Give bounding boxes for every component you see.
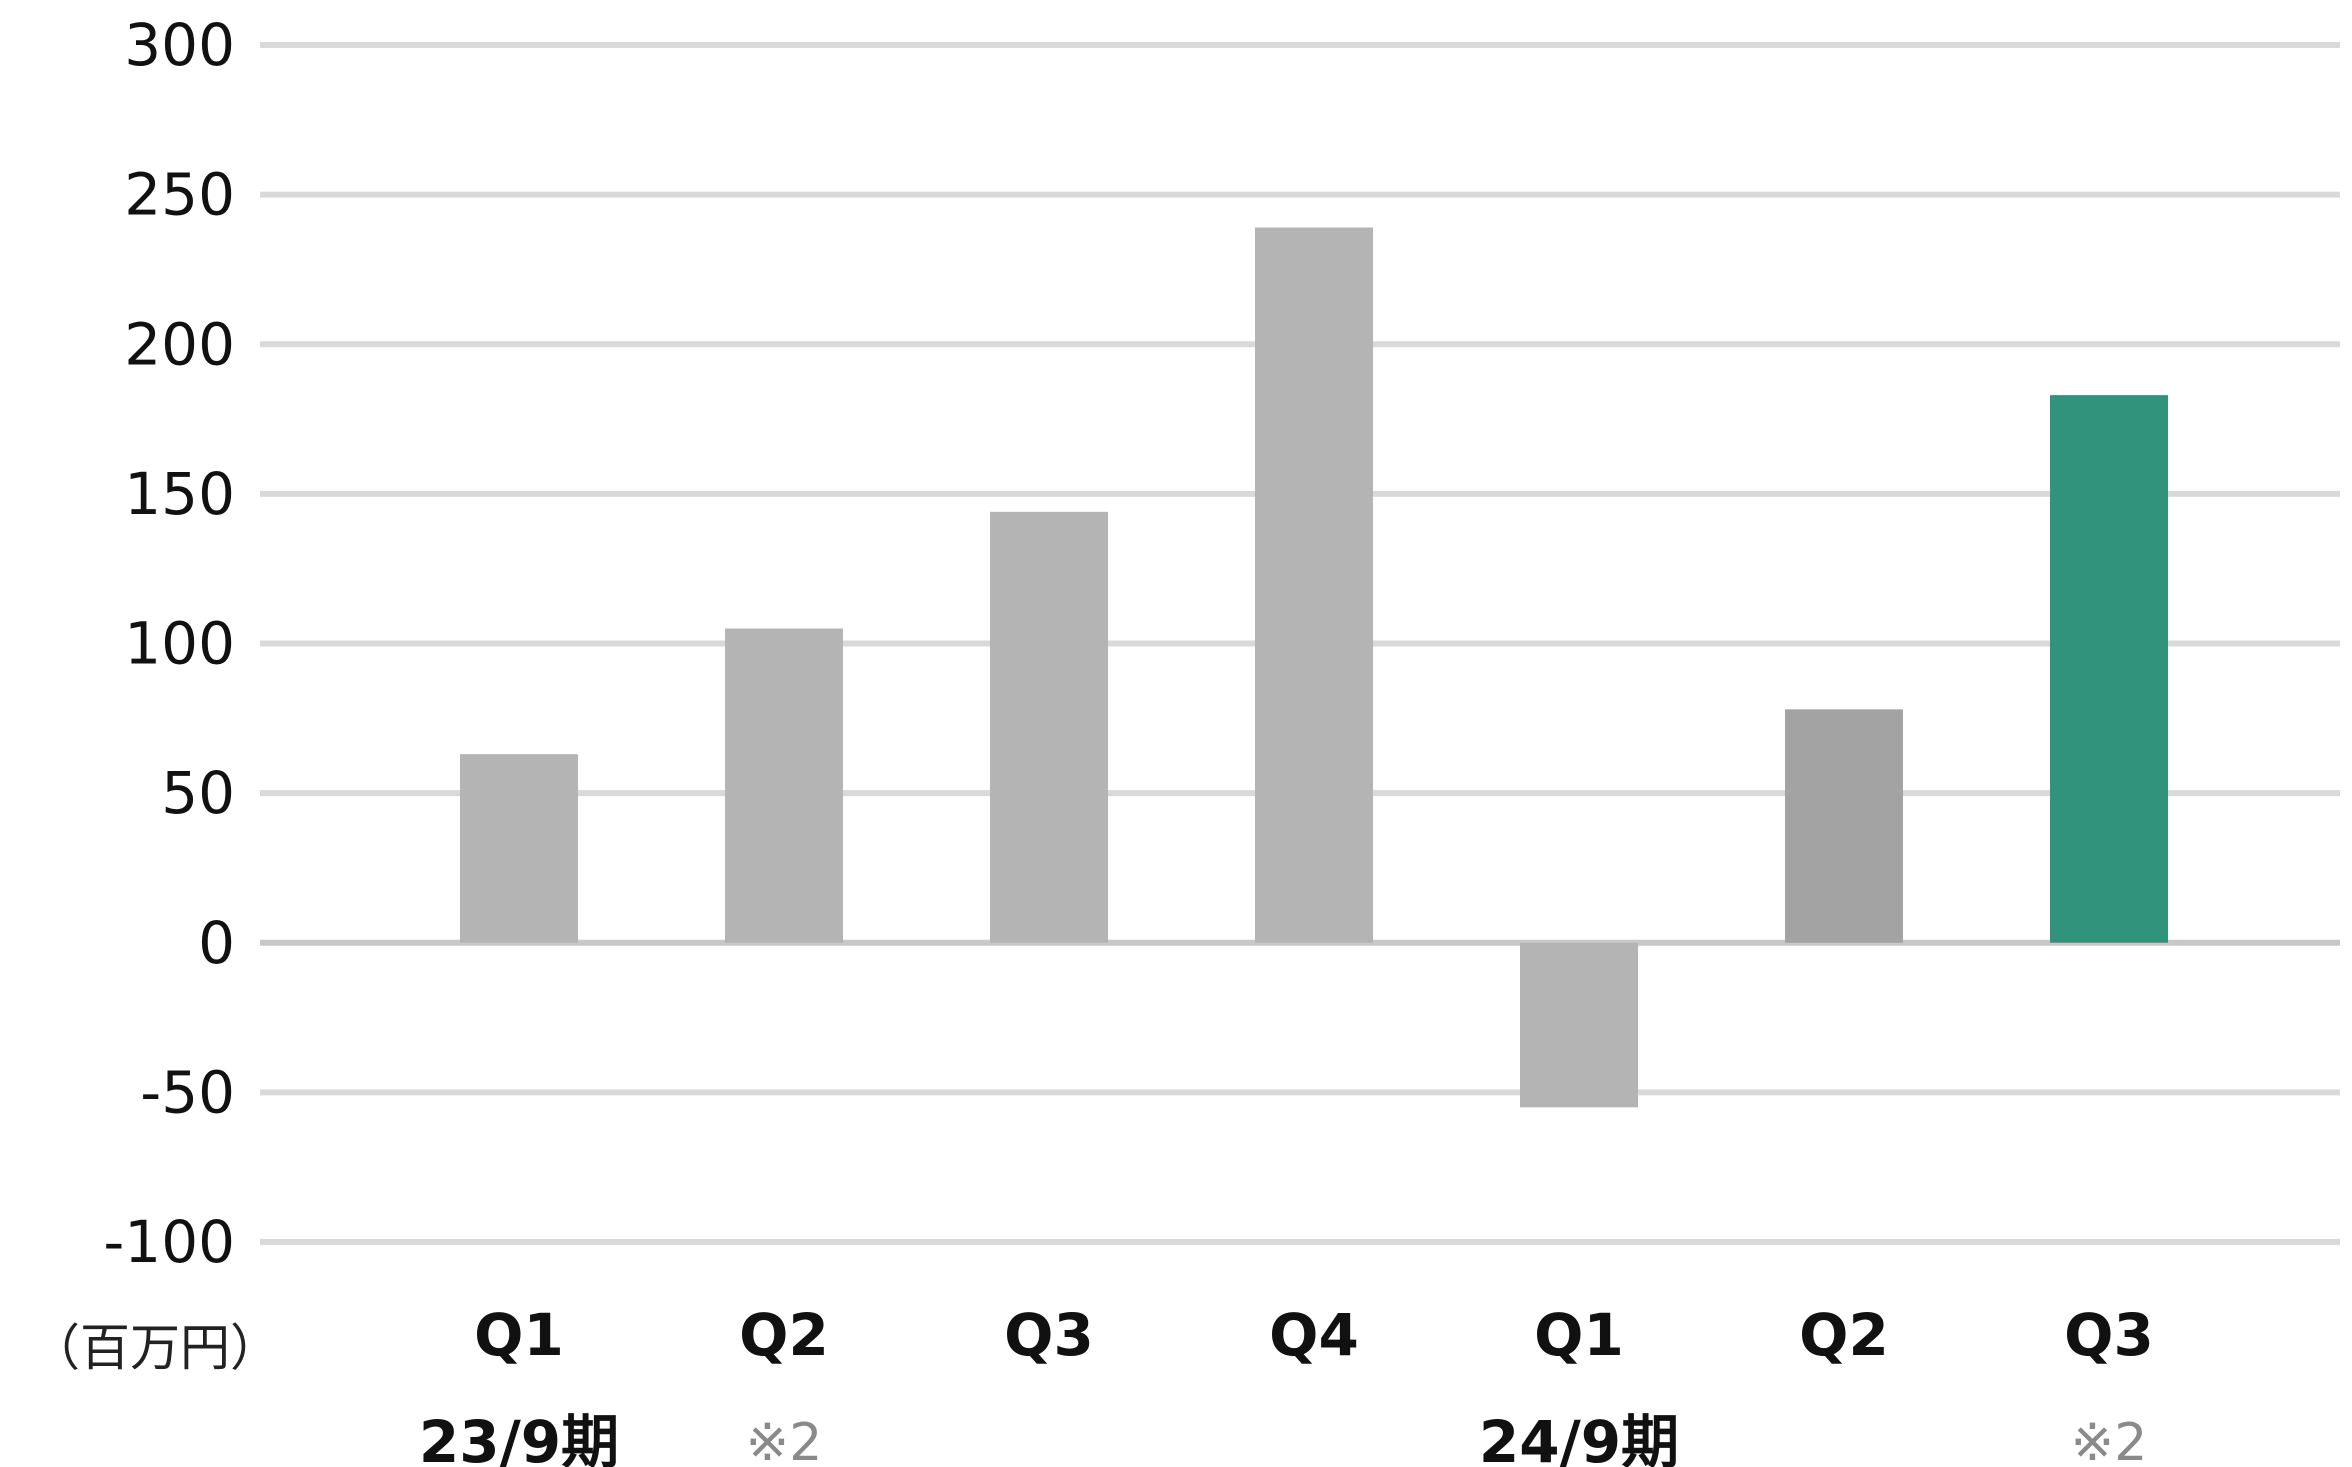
bar — [1520, 942, 1638, 1108]
y-tick-label: 100 — [124, 610, 235, 678]
y-tick-label: -100 — [103, 1208, 235, 1276]
bar — [2050, 395, 2168, 943]
x-tick-label: Q3 — [2064, 1301, 2154, 1369]
bar — [1255, 227, 1373, 943]
period-label: 24/9期 — [1479, 1408, 1679, 1467]
y-axis-tick-labels: 300 250 200 150 100 50 0 -50 -100 — [103, 11, 235, 1276]
bars — [460, 227, 2168, 1108]
x-tick-label: Q2 — [1799, 1301, 1889, 1369]
y-tick-label: 300 — [124, 11, 235, 79]
bar — [725, 628, 843, 943]
x-tick-label: Q4 — [1269, 1301, 1359, 1369]
y-tick-label: 50 — [161, 759, 235, 827]
x-tick-label: Q1 — [474, 1301, 564, 1369]
footnote-marker: ※2 — [2071, 1413, 2148, 1467]
x-axis-category-labels: Q1 Q2 Q3 Q4 Q1 Q2 Q3 — [474, 1301, 2154, 1369]
period-labels: 23/9期 24/9期 ※2 ※2 — [419, 1408, 2147, 1467]
x-tick-label: Q2 — [739, 1301, 829, 1369]
bar — [1785, 709, 1903, 943]
y-tick-label: 0 — [198, 909, 235, 977]
x-tick-label: Q1 — [1534, 1301, 1624, 1369]
y-tick-label: -50 — [140, 1058, 235, 1126]
period-label: 23/9期 — [419, 1408, 619, 1467]
unit-label: （百万円） — [30, 1319, 280, 1377]
bar — [460, 754, 578, 943]
y-tick-label: 250 — [124, 161, 235, 229]
y-tick-label: 150 — [124, 460, 235, 528]
x-tick-label: Q3 — [1004, 1301, 1094, 1369]
y-tick-label: 200 — [124, 310, 235, 378]
footnote-marker: ※2 — [746, 1413, 823, 1467]
bar — [990, 511, 1108, 943]
